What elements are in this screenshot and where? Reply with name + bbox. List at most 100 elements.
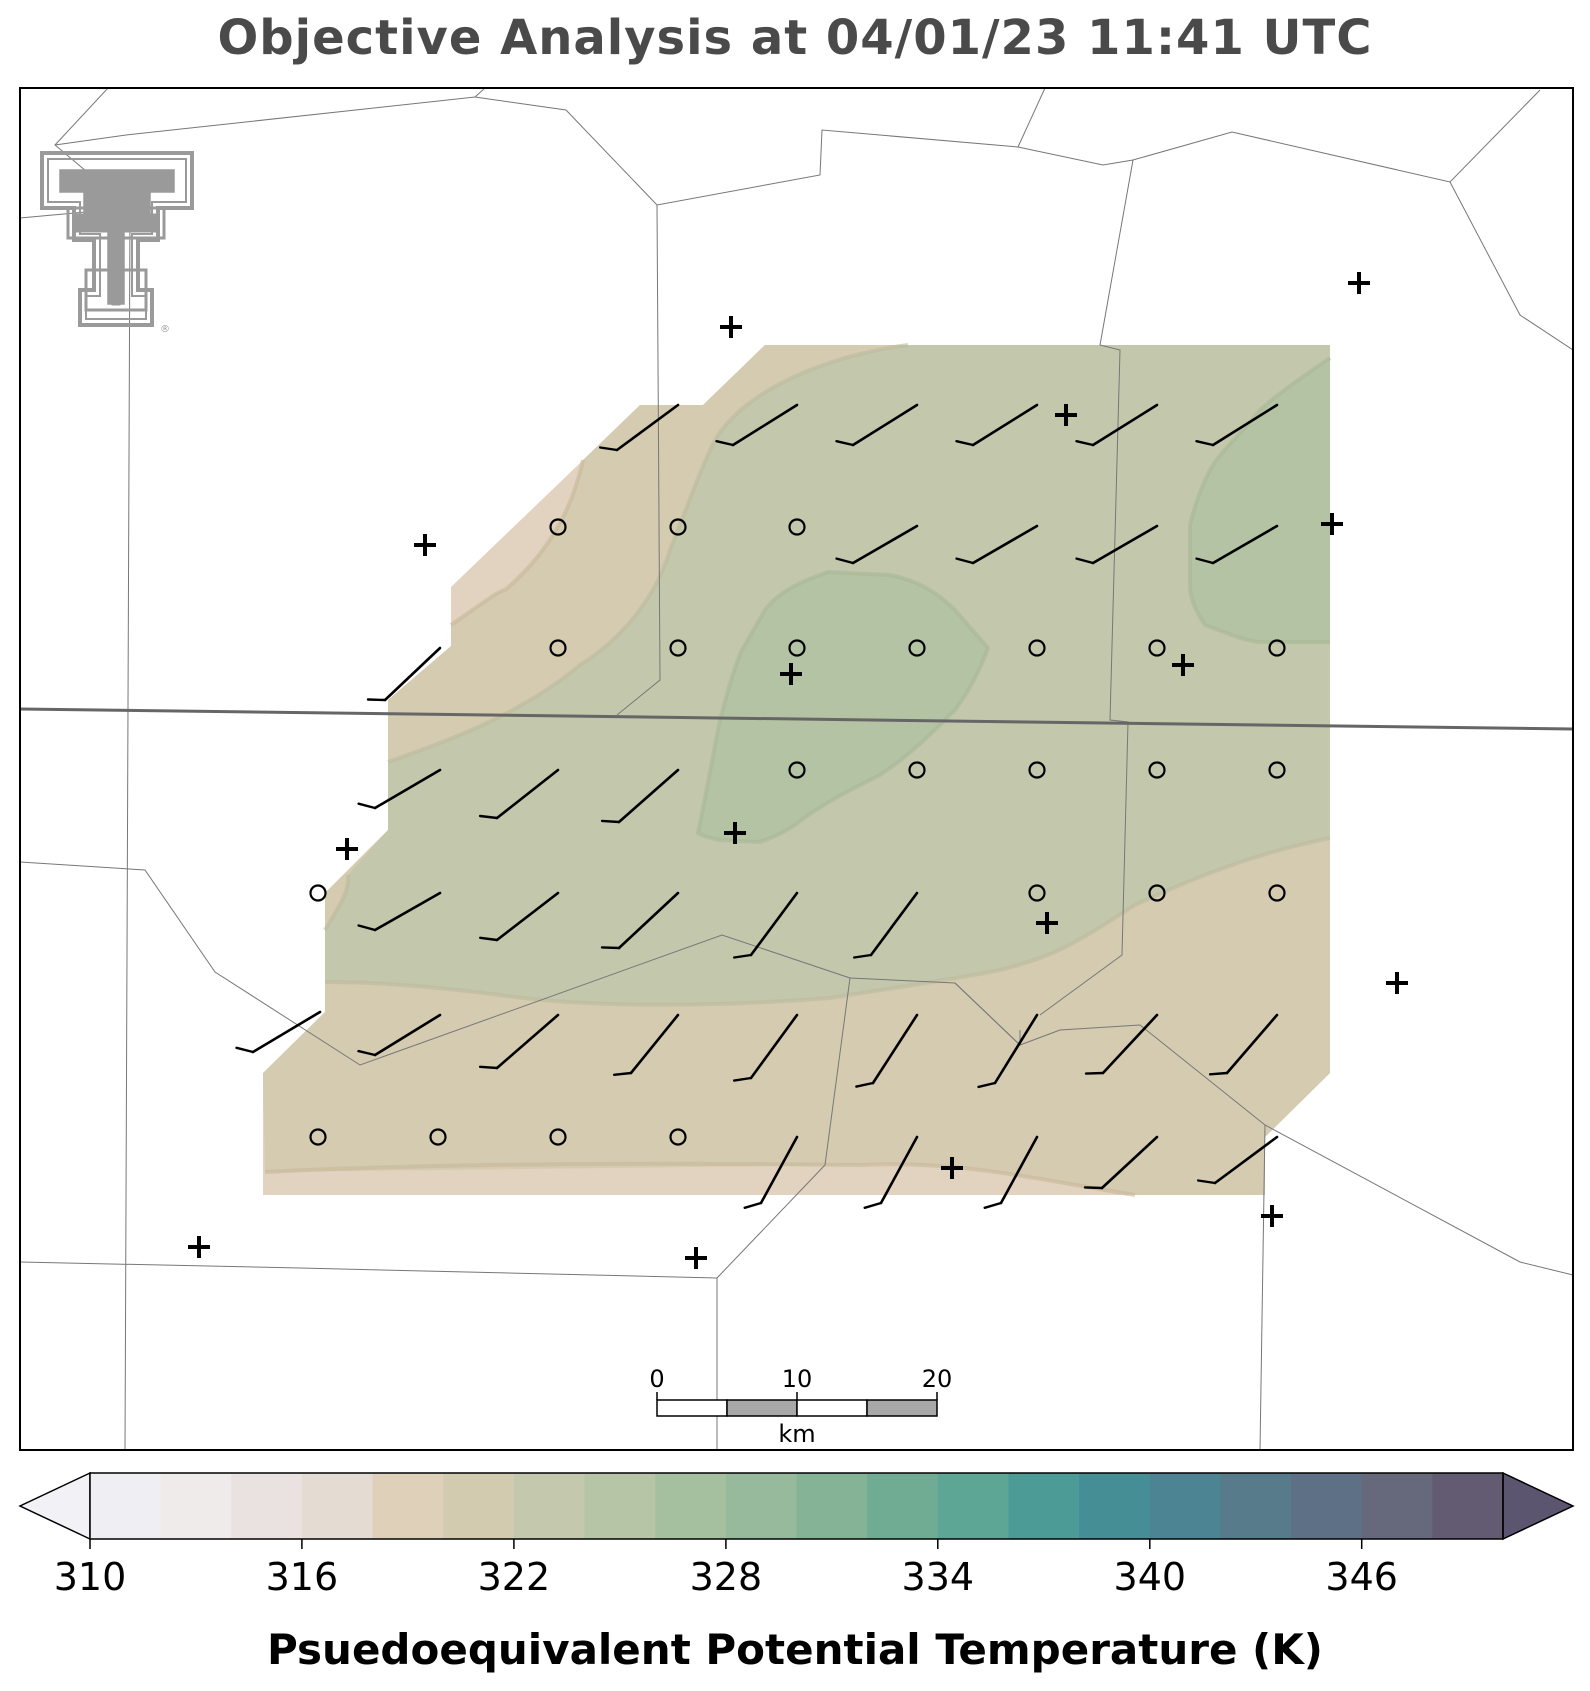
wind-barb-icon: [478, 768, 560, 820]
colorbar-segment: [725, 1473, 798, 1539]
calm-circle-icon: [429, 1128, 447, 1146]
theta-e-fill-322-324-center: [698, 572, 988, 842]
wind-barb-icon: [835, 524, 919, 565]
scale-tick-0: 0: [649, 1365, 664, 1393]
colorbar-title: Psuedoequivalent Potential Temperature (…: [267, 1625, 1323, 1674]
calm-circle-icon: [549, 518, 567, 536]
wind-barb-icon: [733, 1013, 799, 1082]
wind-barb-icon: [600, 768, 680, 824]
colorbar-tick-label: 346: [1325, 1555, 1398, 1599]
colorbar-segment: [1291, 1473, 1363, 1539]
wind-barb-icon: [1075, 524, 1159, 565]
calm-circle-icon: [549, 1128, 567, 1146]
calm-circle-icon: [1028, 884, 1046, 902]
wind-barb-icon: [1075, 403, 1159, 447]
colorbar-over-arrow: [1502, 1471, 1575, 1541]
wind-barb-icon: [1196, 1135, 1279, 1185]
wind-barb-icon: [955, 524, 1039, 565]
calm-circle-icon: [669, 518, 687, 536]
wind-barb-icon: [743, 1135, 799, 1210]
contour-line-318: [449, 459, 585, 627]
contour-line-320-west: [323, 874, 351, 932]
wind-barb-icon: [863, 1135, 919, 1210]
calm-circle-icon: [309, 1128, 327, 1146]
wind-barb-icon: [955, 403, 1039, 447]
calm-circle-icon: [908, 639, 926, 657]
calm-circle-icon: [549, 639, 567, 657]
texas-tech-double-t-logo: [40, 151, 194, 327]
colorbar-segment: [867, 1473, 939, 1539]
wind-barb-icon: [600, 891, 680, 950]
station-plus-icon: [941, 1157, 963, 1179]
wind-barbs-layer: [235, 403, 1279, 1210]
colorbar-segment: [1149, 1473, 1221, 1539]
calm-circle-icon: [1148, 639, 1166, 657]
colorbar-tick-label: 340: [1113, 1555, 1187, 1599]
calm-circle-icon: [1148, 884, 1166, 902]
station-plus-icon: [1055, 404, 1077, 426]
colorbar-segment: [584, 1473, 656, 1539]
wind-barb-icon: [612, 1013, 680, 1077]
scale-bar: 0 10 20 km: [649, 1365, 952, 1448]
wind-barb-icon: [1195, 524, 1279, 565]
wind-barb-icon: [357, 1013, 442, 1057]
colorbar-segment: [1432, 1473, 1504, 1539]
contour-line-320-south: [324, 836, 1331, 1007]
colorbar-segment: [513, 1473, 586, 1539]
colorbar-tick-label: 334: [901, 1555, 975, 1599]
calm-circle-icon: [1268, 884, 1286, 902]
contour-line-320: [387, 343, 909, 764]
map-title: Objective Analysis at 04/01/23 11:41 UTC: [217, 10, 1373, 66]
contour-line-322-ne: [1188, 356, 1332, 644]
station-plus-icon: [720, 316, 742, 338]
colorbar-segment: [443, 1473, 515, 1539]
calm-circle-icon: [669, 1128, 687, 1146]
colorbar-under-arrow: [18, 1471, 91, 1541]
scale-tick-10: 10: [782, 1365, 813, 1393]
colorbar-segment: [160, 1473, 232, 1539]
wind-barb-icon: [599, 403, 680, 452]
colorbar-segment: [90, 1473, 162, 1539]
calm-circle-icon: [908, 761, 926, 779]
colorbar-tick-label: 328: [689, 1555, 763, 1599]
colorbar-segment: [1079, 1473, 1151, 1539]
wind-barb-icon: [855, 1013, 919, 1088]
station-plus-icon: [336, 838, 358, 860]
colorbar: [18, 1471, 1575, 1549]
wind-barb-icon: [983, 1135, 1039, 1210]
colorbar-segment: [231, 1473, 303, 1539]
calm-circle-icon: [1028, 639, 1046, 657]
colorbar-segment: [301, 1473, 374, 1539]
wind-barb-icon: [357, 768, 442, 810]
wind-barb-icon: [479, 891, 560, 942]
colorbar-tick-label: 310: [53, 1555, 127, 1599]
wind-barb-icon: [357, 891, 442, 932]
station-plus-layer: [188, 272, 1408, 1269]
colorbar-segment: [1361, 1473, 1433, 1539]
station-plus-icon: [188, 1236, 210, 1258]
calm-circle-icon: [1268, 639, 1286, 657]
colorbar-segment: [1220, 1473, 1292, 1539]
station-plus-icon: [724, 822, 746, 844]
wind-barb-icon: [366, 646, 442, 702]
colorbar-segment: [1008, 1473, 1080, 1539]
station-plus-icon: [780, 663, 802, 685]
station-plus-icon: [414, 534, 436, 556]
scale-unit: km: [778, 1420, 815, 1448]
wind-barb-icon: [835, 403, 919, 447]
wind-barb-icon: [235, 1010, 322, 1054]
calm-circle-icon: [669, 639, 687, 657]
contour-line-318-south: [264, 1161, 1136, 1197]
calm-circle-icon: [1268, 761, 1286, 779]
station-plus-icon: [1386, 972, 1408, 994]
scale-tick-20: 20: [922, 1365, 953, 1393]
map-frame: [19, 87, 1574, 1451]
calm-circle-icon: [1028, 761, 1046, 779]
logo-registered-mark: ®: [160, 324, 170, 335]
station-plus-icon: [1036, 912, 1058, 934]
station-plus-icon: [1261, 1205, 1283, 1227]
calm-circle-icon: [1148, 761, 1166, 779]
wind-barb-icon: [977, 1013, 1039, 1089]
colorbar-tick-label: 316: [265, 1555, 339, 1599]
